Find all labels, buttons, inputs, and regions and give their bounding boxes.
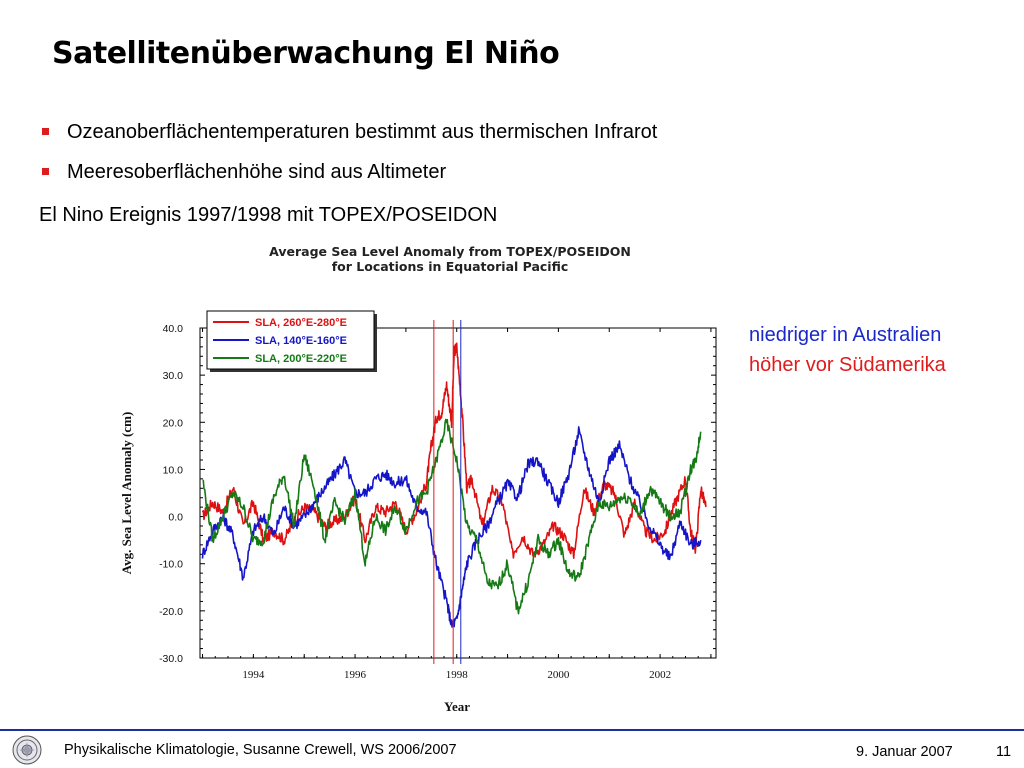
annotation-australia: niedriger in Australien xyxy=(749,324,942,346)
chart-title-block: Average Sea Level Anomaly from TOPEX/POS… xyxy=(200,244,700,274)
plot-frame xyxy=(199,327,717,659)
page-number: 11 xyxy=(996,744,1012,760)
legend-label: SLA, 260°E-280°E xyxy=(255,317,347,329)
footer-date: 9. Januar 2007 xyxy=(856,744,953,760)
y-tick-label: 20.0 xyxy=(163,417,184,429)
bullet-item: Ozeanoberflächentemperaturen bestimmt au… xyxy=(40,118,657,158)
x-tick-label: 1998 xyxy=(446,669,469,681)
x-tick-label: 2002 xyxy=(649,669,671,681)
y-tick-label: -30.0 xyxy=(159,653,183,665)
series-line xyxy=(202,418,702,615)
y-tick-label: 30.0 xyxy=(163,370,184,382)
x-axis-label: Year xyxy=(444,699,470,714)
y-tick-label: -10.0 xyxy=(159,559,183,571)
bullet-item: Meeresoberflächenhöhe sind aus Altimeter xyxy=(40,158,657,198)
event-subheading: El Nino Ereignis 1997/1998 mit TOPEX/POS… xyxy=(39,204,498,226)
chart-title: Average Sea Level Anomaly from TOPEX/POS… xyxy=(269,244,631,259)
series-line xyxy=(201,342,707,559)
bullet-list: Ozeanoberflächentemperaturen bestimmt au… xyxy=(40,118,657,198)
x-tick-label: 2000 xyxy=(547,669,570,681)
y-tick-label: 40.0 xyxy=(163,323,184,335)
x-tick-label: 1994 xyxy=(242,669,265,681)
bullet-text: Ozeanoberflächentemperaturen bestimmt au… xyxy=(67,121,658,143)
y-axis-label: Avg. Sea Level Anomaly (cm) xyxy=(119,412,134,575)
y-tick-label: 10.0 xyxy=(163,464,184,476)
university-seal-icon xyxy=(12,735,42,765)
footer-course: Physikalische Klimatologie, Susanne Crew… xyxy=(64,742,457,758)
y-tick-label: 0.0 xyxy=(168,512,183,524)
legend-label: SLA, 140°E-160°E xyxy=(255,335,347,347)
series-line xyxy=(201,426,702,628)
x-tick-label: 1996 xyxy=(344,669,367,681)
slide-title: Satellitenüberwachung El Niño xyxy=(52,36,560,71)
square-bullet-icon xyxy=(42,168,49,175)
chart-subtitle: for Locations in Equatorial Pacific xyxy=(331,259,569,274)
bullet-text: Meeresoberflächenhöhe sind aus Altimeter xyxy=(67,161,447,183)
footer-rule xyxy=(0,729,1024,731)
square-bullet-icon xyxy=(42,128,49,135)
legend-label: SLA, 200°E-220°E xyxy=(255,353,347,365)
y-tick-label: -20.0 xyxy=(159,606,183,618)
annotation-south-america: höher vor Südamerika xyxy=(749,354,946,376)
